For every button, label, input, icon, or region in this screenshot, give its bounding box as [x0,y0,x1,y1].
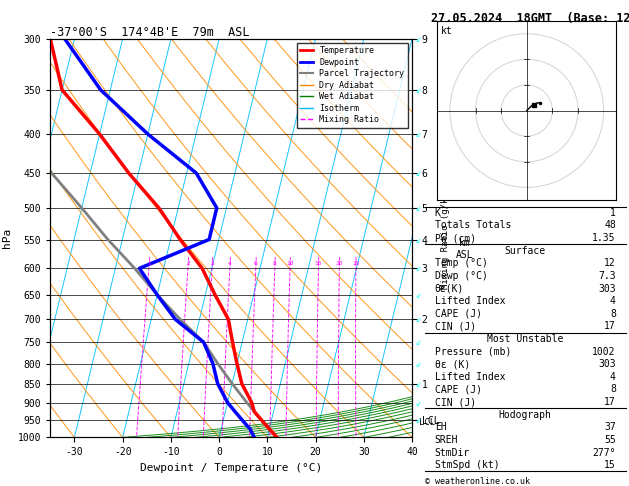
Text: 1002: 1002 [593,347,616,357]
Text: Most Unstable: Most Unstable [487,334,564,344]
Text: StmDir: StmDir [435,448,470,457]
Text: Dewp (°C): Dewp (°C) [435,271,487,281]
Text: kt: kt [441,26,452,36]
Text: CAPE (J): CAPE (J) [435,309,482,319]
Y-axis label: hPa: hPa [3,228,12,248]
Text: ⇙: ⇙ [415,168,421,178]
Text: Temp (°C): Temp (°C) [435,258,487,268]
Text: 25: 25 [352,261,360,266]
Text: -37°00'S  174°4B'E  79m  ASL: -37°00'S 174°4B'E 79m ASL [50,26,250,39]
Text: 27.05.2024  18GMT  (Base: 12): 27.05.2024 18GMT (Base: 12) [431,12,629,25]
Text: 15: 15 [604,460,616,470]
Text: Lifted Index: Lifted Index [435,296,505,306]
Text: 55: 55 [604,435,616,445]
Text: 4: 4 [610,372,616,382]
Text: 8: 8 [610,384,616,395]
Text: K: K [435,208,440,218]
Text: EH: EH [435,422,447,432]
Text: 4: 4 [610,296,616,306]
Text: CIN (J): CIN (J) [435,397,476,407]
Text: Totals Totals: Totals Totals [435,221,511,230]
Text: © weatheronline.co.uk: © weatheronline.co.uk [425,477,530,486]
Text: ⇙: ⇙ [415,337,421,347]
Text: 1: 1 [610,208,616,218]
Text: θε(K): θε(K) [435,283,464,294]
Text: 10: 10 [286,261,294,266]
X-axis label: Dewpoint / Temperature (°C): Dewpoint / Temperature (°C) [140,463,322,473]
Text: 2: 2 [186,261,190,266]
Text: 37: 37 [604,422,616,432]
Text: ⇙: ⇙ [415,416,421,425]
Text: CAPE (J): CAPE (J) [435,384,482,395]
Text: 17: 17 [604,397,616,407]
Text: CIN (J): CIN (J) [435,321,476,331]
Text: 20: 20 [336,261,343,266]
Text: ⇙: ⇙ [415,263,421,273]
Text: ⇙: ⇙ [415,314,421,324]
Text: 277°: 277° [593,448,616,457]
Text: Surface: Surface [504,246,546,256]
Text: Pressure (mb): Pressure (mb) [435,347,511,357]
Text: θε (K): θε (K) [435,359,470,369]
Text: 1: 1 [147,261,151,266]
Y-axis label: km
ASL: km ASL [455,238,473,260]
Text: 3: 3 [210,261,214,266]
Text: Hodograph: Hodograph [499,410,552,420]
Text: 17: 17 [604,321,616,331]
Text: Lifted Index: Lifted Index [435,372,505,382]
Legend: Temperature, Dewpoint, Parcel Trajectory, Dry Adiabat, Wet Adiabat, Isotherm, Mi: Temperature, Dewpoint, Parcel Trajectory… [297,43,408,128]
Text: 8: 8 [610,309,616,319]
Text: ⇙: ⇙ [415,235,421,244]
Text: 48: 48 [604,221,616,230]
Text: 15: 15 [314,261,322,266]
Text: PW (cm): PW (cm) [435,233,476,243]
Text: ⇙: ⇙ [415,129,421,139]
Text: StmSpd (kt): StmSpd (kt) [435,460,499,470]
Text: ⇙: ⇙ [415,290,421,300]
Text: 6: 6 [254,261,258,266]
Text: SREH: SREH [435,435,458,445]
Text: ⇙: ⇙ [415,379,421,389]
Text: LCL: LCL [419,417,435,427]
Text: ⇙: ⇙ [415,34,421,44]
Text: Mixing Ratio (g/kg): Mixing Ratio (g/kg) [441,187,450,289]
Text: ⇙: ⇙ [415,203,421,213]
Text: 1.35: 1.35 [593,233,616,243]
Text: 4: 4 [228,261,231,266]
Text: ⇙: ⇙ [415,398,421,408]
Text: 303: 303 [598,359,616,369]
Text: 303: 303 [598,283,616,294]
Text: ⇙: ⇙ [415,359,421,368]
Text: 8: 8 [273,261,277,266]
Text: 12: 12 [604,258,616,268]
Text: ⇙: ⇙ [415,85,421,95]
Text: 7.3: 7.3 [598,271,616,281]
